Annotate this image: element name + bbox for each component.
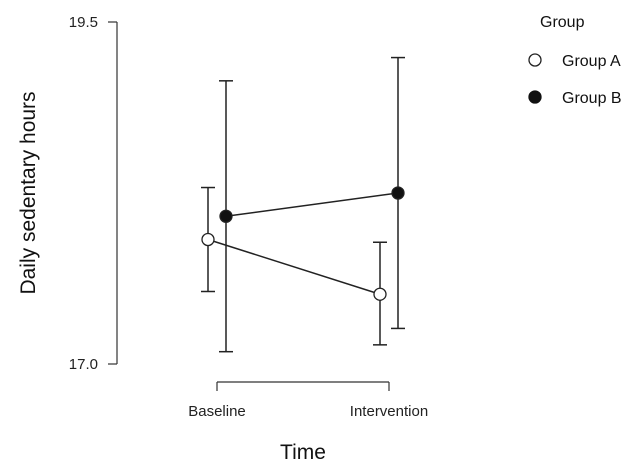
legend-label-group-b: Group B	[562, 90, 622, 107]
group-b-point	[391, 186, 405, 200]
y-tick-label-top: 19.5	[69, 14, 98, 31]
legend-title: Group	[540, 14, 585, 31]
y-tick-label-bottom: 17.0	[69, 356, 98, 373]
group-b-line	[225, 192, 399, 217]
y-axis: 19.5 17.0 Daily sedentary hours	[17, 14, 118, 373]
group-a-point	[373, 287, 387, 301]
x-axis-bracket	[216, 381, 390, 391]
legend-label-group-a: Group A	[562, 53, 621, 70]
group-b-point	[219, 209, 233, 223]
x-tick-label-intervention: Intervention	[350, 403, 428, 420]
legend-marker-group-a	[528, 53, 542, 67]
x-tick-label-baseline: Baseline	[188, 403, 246, 420]
x-axis: Baseline Intervention Time	[188, 381, 428, 464]
group-a-point	[201, 232, 215, 247]
legend-marker-group-b	[528, 90, 542, 104]
legend: Group Group A Group B	[528, 14, 622, 107]
y-axis-title: Daily sedentary hours	[17, 91, 40, 294]
group-a-line	[207, 238, 381, 295]
plot-area	[201, 56, 405, 353]
x-axis-title: Time	[280, 441, 326, 464]
